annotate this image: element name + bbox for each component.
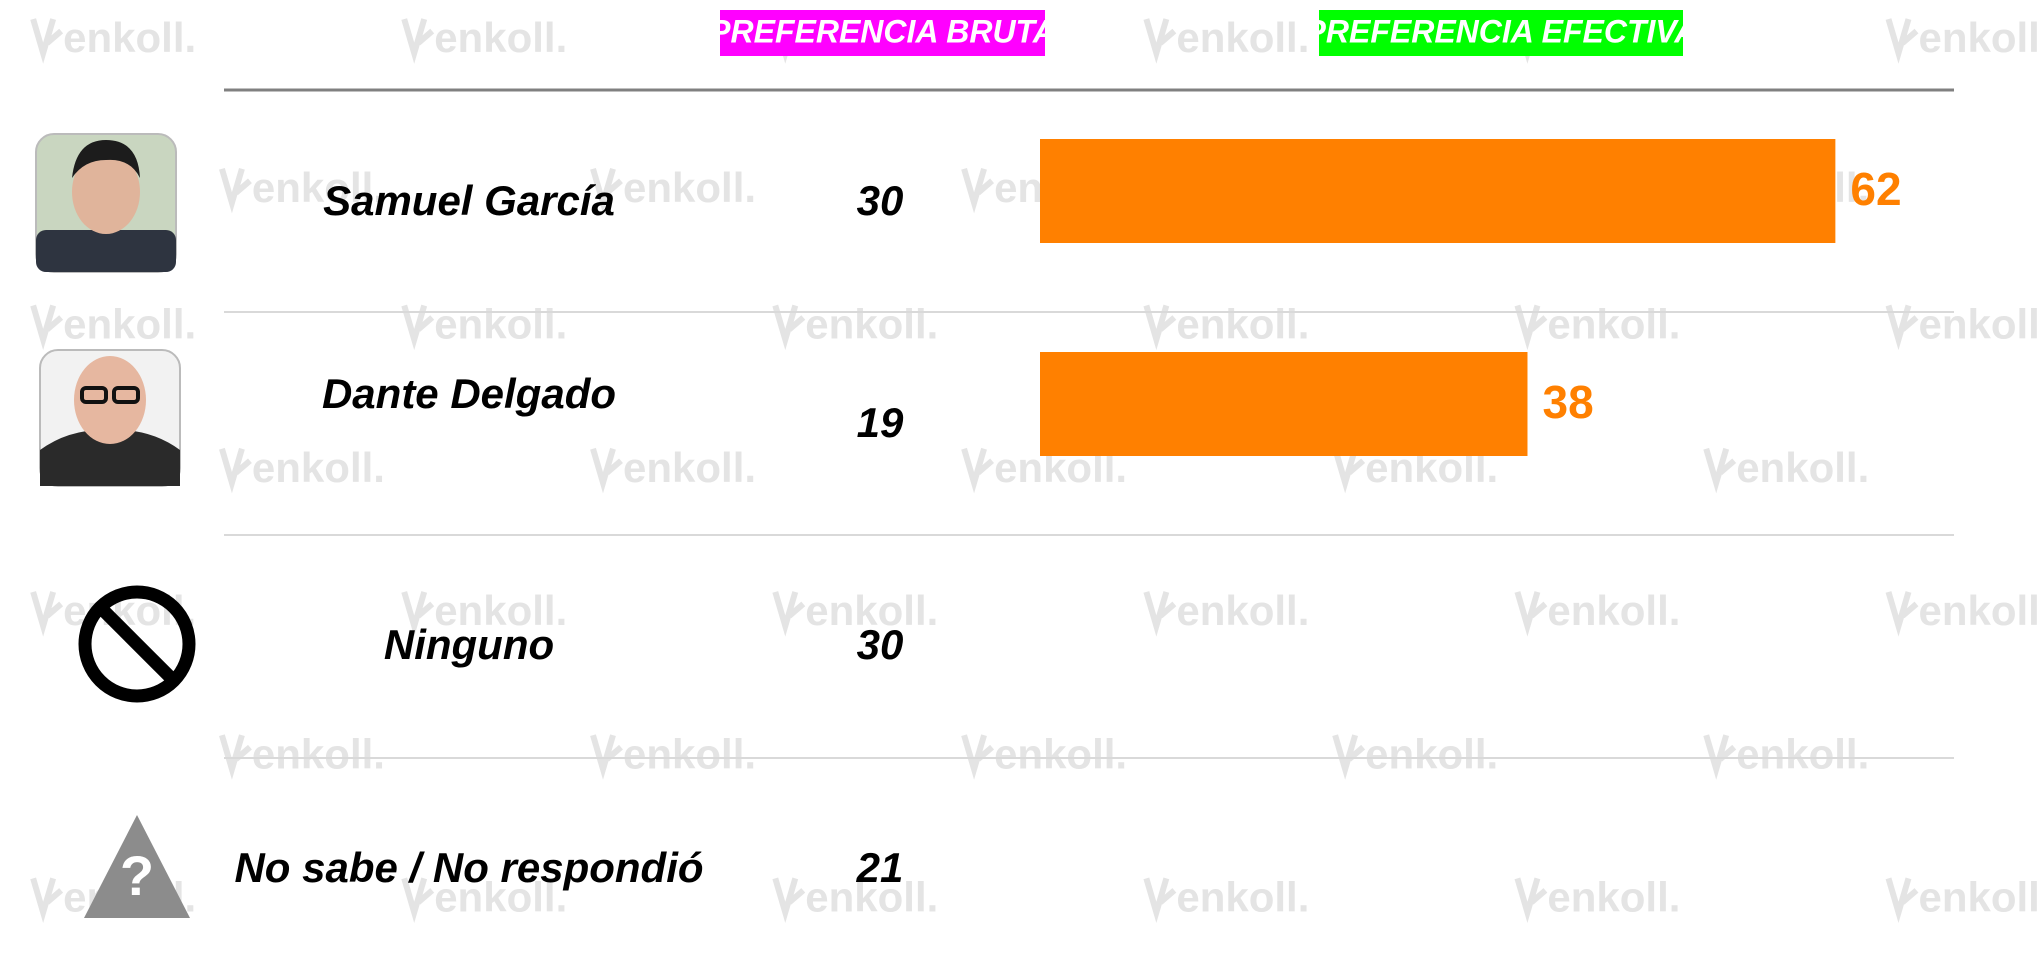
watermark-logo <box>961 447 995 494</box>
watermark: enkoll. <box>1176 587 1309 634</box>
watermark: enkoll. <box>1176 14 1309 61</box>
bar <box>1040 352 1528 456</box>
raw-value: 21 <box>856 844 904 891</box>
watermark-logo <box>219 447 252 494</box>
watermark-logo <box>772 877 806 924</box>
portrait <box>35 133 177 273</box>
watermark: enkoll. <box>434 873 567 920</box>
watermark-logo <box>30 304 64 351</box>
value-label: 38 <box>1542 376 1593 428</box>
category-label: Ninguno <box>384 621 554 668</box>
watermark-logo <box>772 591 806 637</box>
watermark-logo <box>1143 18 1177 64</box>
watermark: enkoll. <box>252 730 385 777</box>
watermark-logo <box>401 18 435 64</box>
watermark: enkoll. <box>1918 301 2041 348</box>
watermark-logo <box>401 304 435 351</box>
category-label: No sabe / No respondió <box>234 844 703 891</box>
watermark: enkoll. <box>805 587 938 634</box>
watermark-logo <box>1703 734 1737 780</box>
watermark: enkoll. <box>623 164 756 211</box>
watermark-logo <box>1514 877 1548 924</box>
watermark: enkoll. <box>252 164 385 211</box>
watermark: enkoll. <box>623 444 756 491</box>
watermark: enkoll. <box>805 873 938 920</box>
watermark-logo <box>30 877 64 924</box>
category-label: Samuel García <box>323 177 615 224</box>
watermark-logo <box>590 734 623 780</box>
none-icon <box>78 585 196 703</box>
watermark-logo <box>1514 591 1548 637</box>
watermark: enkoll. <box>1176 873 1309 920</box>
watermark: enkoll. <box>1736 730 1869 777</box>
watermark-logo <box>1332 734 1366 780</box>
plot: PREFERENCIA BRUTA PREFERENCIA EFECTIVA Sam… <box>234 10 1902 891</box>
watermark: enkoll. <box>252 444 385 491</box>
watermark-logo <box>1143 877 1177 924</box>
watermark: enkoll. <box>1365 730 1498 777</box>
watermark: enkoll. <box>1547 301 1680 348</box>
watermark-logo <box>30 591 64 637</box>
watermark: enkoll. <box>63 301 196 348</box>
watermark-logo <box>1514 304 1548 351</box>
header-bg <box>720 10 1045 56</box>
watermark: enkoll. <box>994 730 1127 777</box>
watermark: enkoll. <box>1176 301 1309 348</box>
watermark-logo <box>1885 304 1919 351</box>
watermark: enkoll. <box>1547 873 1680 920</box>
raw-value: 30 <box>857 621 904 668</box>
header-bg <box>1319 10 1683 56</box>
watermark-logo <box>1143 304 1177 351</box>
watermark-logo <box>1885 18 1919 64</box>
watermark-logo <box>1332 447 1366 494</box>
watermark-logo <box>590 167 623 214</box>
watermark: enkoll. <box>623 730 756 777</box>
watermark: enkoll. <box>434 14 567 61</box>
watermark-logo <box>1703 447 1737 494</box>
watermark-logo <box>961 167 995 214</box>
watermark: enkoll. <box>1918 873 2041 920</box>
watermark-logo <box>1143 591 1177 637</box>
watermark: enkoll. <box>1736 444 1869 491</box>
header: PREFERENCIA EFECTIVA <box>1305 13 1698 49</box>
bar <box>1040 139 1836 243</box>
watermark: enkoll. <box>1918 587 2041 634</box>
watermark-logo <box>590 447 623 494</box>
category-label: Dante Delgado <box>322 370 616 417</box>
svg-text:?: ? <box>120 844 154 907</box>
watermark-logo <box>401 591 435 637</box>
raw-value: 19 <box>857 399 904 446</box>
watermark-logo <box>401 877 435 924</box>
watermark: enkoll. <box>63 14 196 61</box>
watermark: enkoll. <box>1918 14 2041 61</box>
raw-value: 30 <box>857 177 904 224</box>
portrait <box>39 349 181 487</box>
watermark-logo <box>772 304 806 351</box>
watermark-logo <box>219 734 252 780</box>
watermark-logo <box>30 18 64 64</box>
header: PREFERENCIA BRUTA <box>709 13 1056 49</box>
watermark-logo <box>1885 877 1919 924</box>
unknown-icon: ? <box>84 815 190 918</box>
watermark: enkoll. <box>434 587 567 634</box>
value-label: 62 <box>1850 163 1901 215</box>
watermark-logo <box>961 734 995 780</box>
watermark: enkoll. <box>434 301 567 348</box>
watermark-logo <box>219 167 252 214</box>
watermark: enkoll. <box>805 301 938 348</box>
watermark-logo <box>1885 591 1919 637</box>
watermark: enkoll. <box>1547 587 1680 634</box>
